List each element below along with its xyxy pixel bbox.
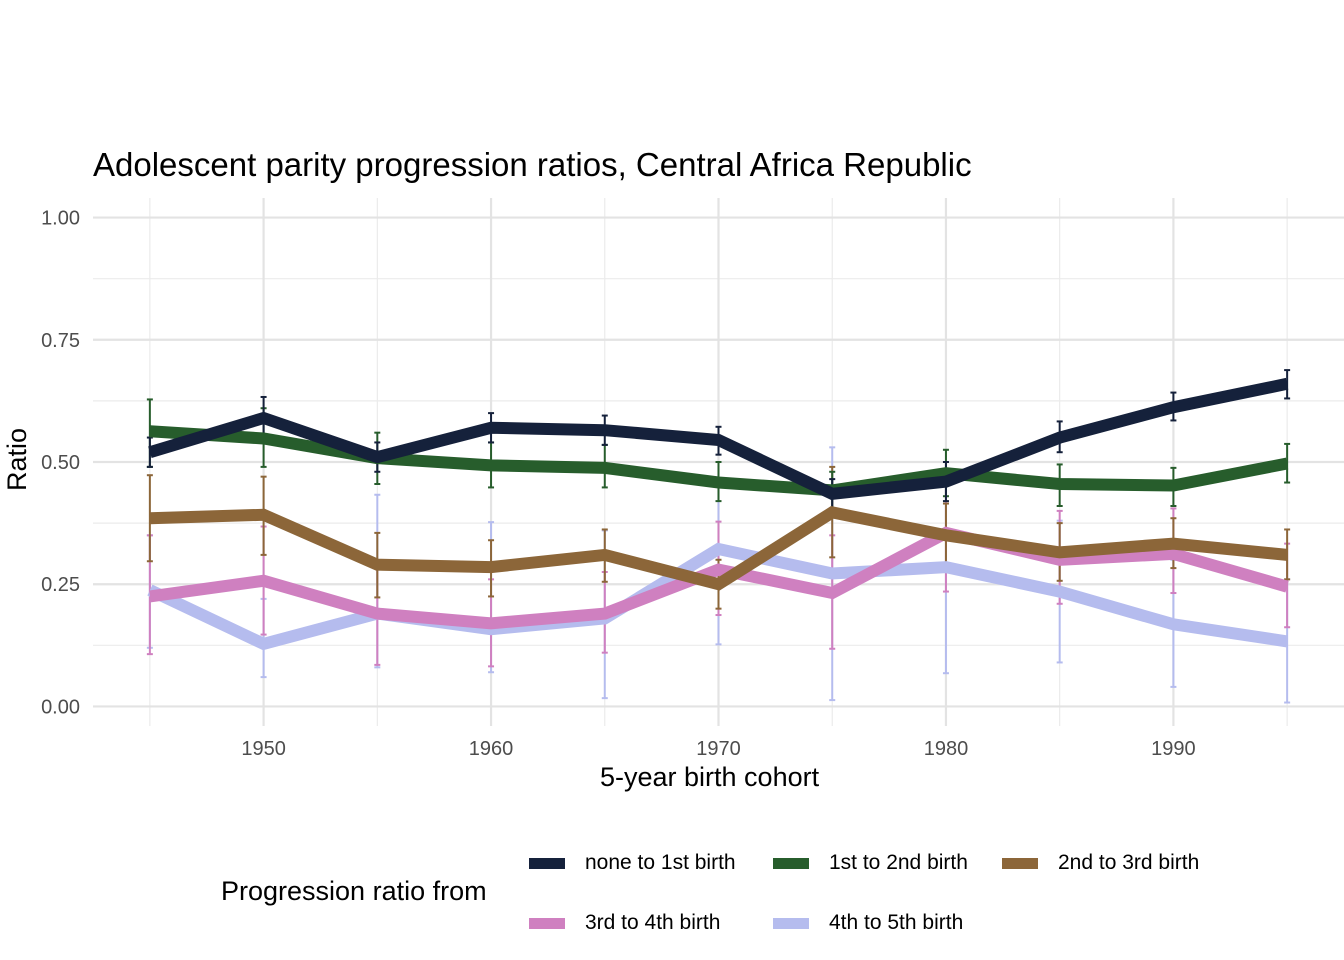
x-axis-label: 5-year birth cohort — [600, 762, 820, 792]
series-line-4 — [147, 542, 1288, 651]
legend-label: none to 1st birth — [585, 851, 736, 874]
y-tick-label: 1.00 — [41, 208, 80, 230]
x-tick-label: 1980 — [924, 738, 969, 760]
legend-item-4th-to-5th: 4th to 5th birth — [773, 908, 963, 938]
legend-swatch — [529, 857, 565, 869]
series-line-1 — [149, 425, 1289, 497]
legend-swatch — [529, 917, 565, 929]
error-bar — [146, 436, 153, 468]
chart-title: Adolescent parity progression ratios, Ce… — [93, 146, 972, 183]
x-tick-label: 1960 — [469, 738, 514, 760]
x-tick-label: 1970 — [696, 738, 741, 760]
y-tick-label: 0.25 — [41, 574, 80, 596]
legend-label: 4th to 5th birth — [829, 911, 964, 934]
legend-swatch — [773, 917, 809, 929]
legend-label: 1st to 2nd birth — [829, 851, 968, 874]
series-line-3 — [149, 526, 1289, 630]
y-tick-label: 0.00 — [41, 696, 80, 718]
series-lines — [147, 377, 1289, 651]
legend-item-1st-to-2nd: 1st to 2nd birth — [773, 848, 968, 878]
legend-swatch — [1002, 857, 1038, 869]
legend-label: 3rd to 4th birth — [585, 911, 721, 934]
legend-title: Progression ratio from — [221, 876, 487, 906]
legend-label: 2nd to 3rd birth — [1058, 851, 1200, 874]
legend-swatch — [773, 857, 809, 869]
tick-labels: 0.00 0.25 0.50 0.75 1.00 1950 1960 1970 1980 1990 — [41, 208, 1196, 760]
y-tick-label: 0.50 — [41, 452, 80, 474]
error-bar — [1284, 442, 1291, 484]
legend-item-3rd-to-4th: 3rd to 4th birth — [529, 908, 720, 938]
series-line-2 — [149, 506, 1288, 591]
x-tick-label: 1950 — [241, 738, 286, 760]
x-tick-label: 1990 — [1151, 738, 1196, 760]
legend-item-none-to-1st: none to 1st birth — [529, 848, 736, 878]
legend-item-2nd-to-3rd: 2nd to 3rd birth — [1002, 848, 1199, 878]
error-bar — [146, 474, 153, 563]
y-tick-label: 0.75 — [41, 330, 80, 352]
series-line-0 — [148, 377, 1289, 500]
